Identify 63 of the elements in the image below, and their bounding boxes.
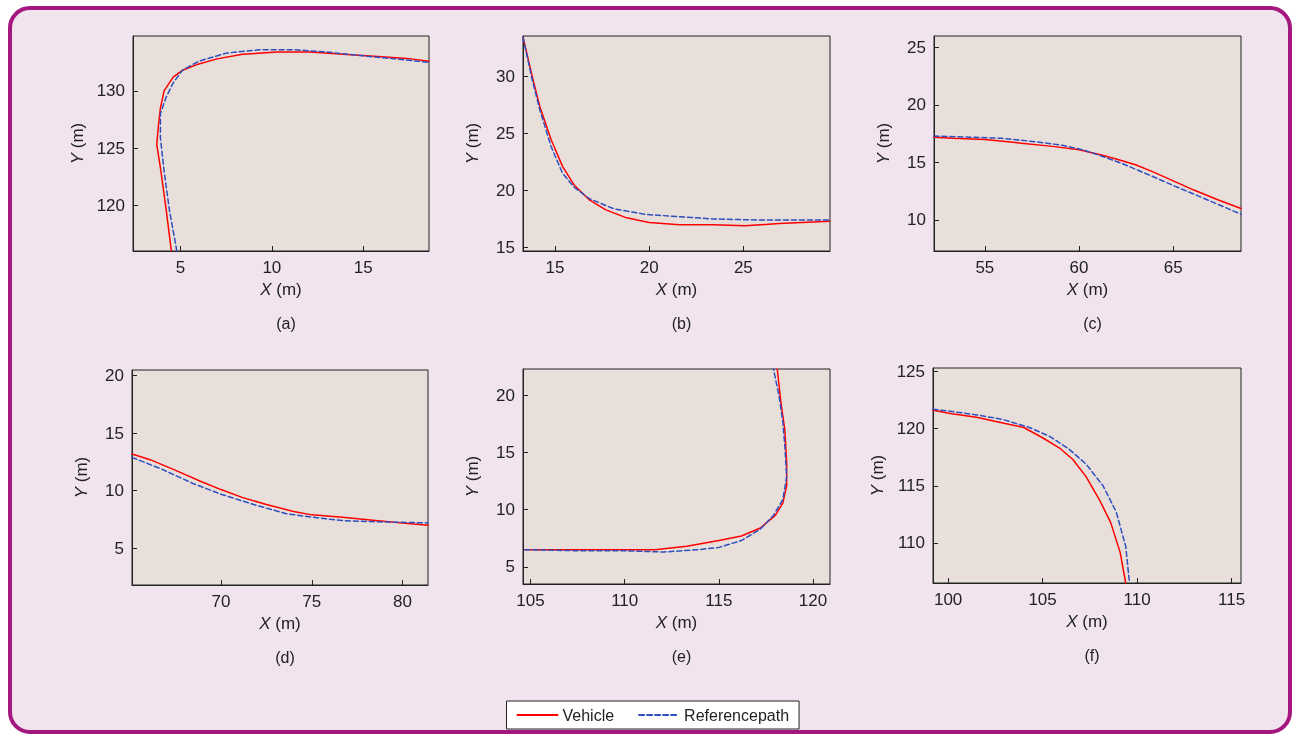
- y-tick-label: 120: [896, 419, 925, 439]
- y-tick-label: 15: [907, 152, 926, 172]
- y-tick-label: 5: [505, 557, 515, 577]
- y-tick-label: 30: [496, 66, 515, 86]
- x-tick-label: 110: [1123, 590, 1151, 609]
- x-axis-title: X (m): [654, 280, 698, 299]
- x-tick-label: 105: [1028, 590, 1057, 609]
- y-axis-title: Y (m): [72, 456, 91, 499]
- y-tick-label: 15: [105, 423, 124, 443]
- text: (f): [1084, 646, 1100, 664]
- y-tick-label: 5: [114, 538, 124, 558]
- y-axis-title: Y (m): [67, 122, 87, 165]
- y-tick-label: 120: [96, 195, 125, 215]
- x-tick-label: 25: [733, 258, 753, 277]
- x-tick-label: 110: [611, 591, 639, 610]
- x-axis-title: X (m): [1065, 612, 1108, 631]
- y-tick-label: 115: [897, 476, 925, 496]
- x-tick-label: 60: [1069, 258, 1089, 277]
- y-axis-title: Y (m): [463, 122, 482, 165]
- x-tick-label: 10: [262, 258, 282, 277]
- y-tick-label: 20: [496, 180, 515, 200]
- y-tick-label: 10: [496, 500, 515, 520]
- x-tick-label: 100: [933, 590, 963, 609]
- x-axis-title: X (m): [654, 613, 698, 632]
- y-tick-label: 125: [96, 138, 125, 158]
- legend-label: Referencepath: [684, 706, 790, 724]
- x-tick-label: 15: [353, 258, 373, 277]
- x-tick-label: 120: [798, 591, 828, 610]
- x-tick-label: 80: [393, 592, 413, 611]
- y-tick-label: 20: [105, 366, 124, 386]
- y-tick-label: 15: [496, 238, 515, 258]
- text: (d): [275, 648, 295, 666]
- text: (a): [276, 314, 296, 332]
- x-tick-label: 20: [639, 258, 659, 277]
- y-tick-label: 110: [897, 533, 925, 553]
- x-tick-label: 5: [175, 258, 186, 277]
- text: (b): [671, 314, 692, 332]
- y-tick-label: 125: [896, 361, 925, 381]
- y-tick-label: 25: [496, 123, 515, 143]
- text: (e): [671, 647, 692, 665]
- y-tick-label: 15: [496, 442, 515, 462]
- x-tick-label: 55: [975, 258, 995, 277]
- x-axis-title: X (m): [258, 614, 301, 633]
- x-tick-label: 65: [1163, 258, 1183, 277]
- y-axis-title: Y (m): [463, 455, 482, 498]
- x-tick-label: 105: [516, 591, 545, 610]
- y-axis-title: Y (m): [867, 454, 887, 497]
- x-axis-title: X (m): [259, 280, 302, 299]
- legend-label: Vehicle: [562, 706, 615, 724]
- y-tick-label: 25: [907, 38, 926, 57]
- x-tick-label: 115: [1218, 590, 1246, 609]
- x-tick-label: 115: [705, 591, 733, 610]
- y-axis-title: Y (m): [874, 122, 893, 165]
- y-tick-label: 20: [907, 95, 926, 115]
- y-tick-label: 10: [105, 481, 124, 501]
- y-tick-label: 130: [96, 81, 125, 101]
- x-axis-title: X (m): [1065, 280, 1109, 299]
- y-tick-label: 20: [496, 385, 515, 405]
- x-tick-label: 70: [211, 592, 231, 611]
- x-tick-label: 15: [545, 258, 565, 277]
- x-tick-label: 75: [302, 592, 322, 611]
- text: (c): [1083, 314, 1102, 332]
- y-tick-label: 10: [907, 210, 926, 230]
